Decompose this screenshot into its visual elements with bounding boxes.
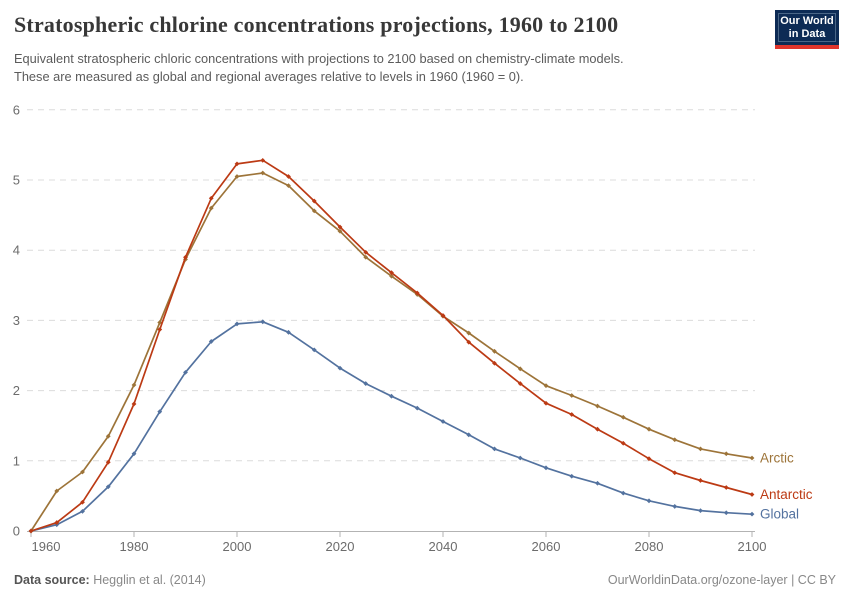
- marker-arctic-2065[interactable]: [569, 393, 575, 398]
- series-line-antarctic[interactable]: [30, 159, 753, 532]
- page-title: Stratospheric chlorine concentrations pr…: [14, 12, 619, 37]
- marker-antarctic-2020[interactable]: [337, 224, 343, 230]
- marker-arctic-2025[interactable]: [363, 254, 369, 260]
- x-tick-label-2060: 2060: [532, 539, 561, 554]
- marker-antarctic-2080[interactable]: [646, 456, 652, 462]
- y-tick-label-4: 4: [13, 243, 20, 258]
- marker-global-1990[interactable]: [183, 369, 188, 375]
- data-source-note: Data source: Hegglin et al. (2014): [14, 573, 206, 587]
- owid-logo[interactable]: Our World in Data: [775, 10, 839, 49]
- marker-global-2055[interactable]: [517, 455, 523, 461]
- series-label-arctic[interactable]: Arctic: [760, 450, 794, 465]
- marker-global-2090[interactable]: [698, 508, 703, 514]
- marker-antarctic-2005[interactable]: [260, 157, 266, 163]
- data-source-value: Hegglin et al. (2014): [89, 573, 206, 587]
- y-tick-label-3: 3: [13, 313, 20, 328]
- marker-arctic-2095[interactable]: [723, 451, 729, 457]
- marker-arctic-2070[interactable]: [595, 403, 600, 409]
- marker-arctic-2030[interactable]: [389, 273, 394, 279]
- marker-global-2080[interactable]: [646, 498, 652, 504]
- marker-arctic-2075[interactable]: [620, 414, 626, 420]
- attribution-separator: |: [787, 573, 798, 587]
- marker-arctic-2020[interactable]: [337, 228, 343, 234]
- owid-logo-inner: Our World in Data: [778, 13, 836, 42]
- marker-antarctic-2025[interactable]: [363, 249, 369, 255]
- owid-logo-box: Our World in Data: [775, 10, 839, 45]
- marker-antarctic-2015[interactable]: [311, 198, 317, 204]
- marker-global-2030[interactable]: [389, 393, 394, 399]
- marker-antarctic-1970[interactable]: [80, 499, 85, 505]
- marker-global-1995[interactable]: [208, 339, 214, 344]
- marker-antarctic-2100[interactable]: [749, 492, 755, 497]
- marker-antarctic-2035[interactable]: [414, 290, 420, 296]
- marker-arctic-1965[interactable]: [54, 488, 60, 494]
- marker-antarctic-2085[interactable]: [672, 470, 678, 476]
- marker-antarctic-2010[interactable]: [286, 174, 291, 179]
- marker-arctic-2060[interactable]: [543, 383, 549, 389]
- license-label[interactable]: CC BY: [797, 573, 836, 587]
- x-tick-label-1960: 1960: [32, 539, 61, 554]
- attribution: OurWorldinData.org/ozone-layer | CC BY: [608, 573, 836, 587]
- y-tick-label-0: 0: [13, 524, 20, 539]
- marker-global-2060[interactable]: [543, 465, 549, 471]
- marker-arctic-2000[interactable]: [234, 174, 240, 179]
- marker-antarctic-2095[interactable]: [723, 485, 729, 490]
- y-tick-label-6: 6: [13, 102, 20, 117]
- marker-global-2085[interactable]: [672, 504, 678, 509]
- marker-arctic-2090[interactable]: [698, 446, 703, 452]
- marker-antarctic-2090[interactable]: [698, 478, 703, 483]
- marker-arctic-2015[interactable]: [311, 208, 317, 214]
- owid-logo-text-line1: Our World: [780, 14, 834, 27]
- marker-arctic-2100[interactable]: [749, 455, 755, 461]
- x-tick-label-2020: 2020: [326, 539, 355, 554]
- marker-global-2065[interactable]: [569, 473, 575, 479]
- chart-subtitle: Equivalent stratospheric chloric concent…: [14, 51, 624, 84]
- x-tick-label-2040: 2040: [429, 539, 458, 554]
- owid-logo-text-line2: in Data: [788, 27, 826, 40]
- marker-global-2010[interactable]: [286, 329, 291, 335]
- owid-logo-red-stripe: [775, 45, 839, 49]
- marker-antarctic-1980[interactable]: [131, 401, 137, 407]
- marker-global-2100[interactable]: [749, 511, 755, 517]
- y-tick-label-5: 5: [13, 173, 20, 188]
- x-tick-label-2100: 2100: [738, 539, 767, 554]
- marker-global-2095[interactable]: [723, 510, 729, 516]
- data-source-label: Data source:: [14, 573, 90, 587]
- marker-arctic-2010[interactable]: [286, 183, 291, 189]
- marker-global-1975[interactable]: [105, 484, 111, 490]
- x-tick-label-2000: 2000: [223, 539, 252, 554]
- marker-global-1970[interactable]: [80, 508, 85, 514]
- marker-global-2050[interactable]: [492, 446, 497, 452]
- owid-link[interactable]: OurWorldinData.org/ozone-layer: [607, 573, 788, 587]
- marker-arctic-2055[interactable]: [517, 366, 523, 372]
- marker-arctic-2085[interactable]: [672, 437, 678, 443]
- x-tick-label-2080: 2080: [635, 539, 664, 554]
- marker-global-2040[interactable]: [440, 419, 446, 424]
- series-label-antarctic[interactable]: Antarctic: [760, 487, 813, 502]
- marker-antarctic-2075[interactable]: [620, 440, 626, 446]
- marker-global-2070[interactable]: [595, 480, 600, 486]
- marker-antarctic-2030[interactable]: [389, 270, 394, 276]
- x-tick-label-1980: 1980: [120, 539, 149, 554]
- marker-arctic-2045[interactable]: [466, 330, 472, 336]
- series-line-arctic[interactable]: [30, 172, 753, 532]
- y-tick-label-1: 1: [13, 453, 20, 468]
- marker-global-2015[interactable]: [311, 347, 317, 353]
- marker-global-2075[interactable]: [620, 490, 626, 496]
- marker-arctic-2005[interactable]: [260, 170, 266, 176]
- y-tick-label-2: 2: [13, 383, 20, 398]
- series-label-global[interactable]: Global: [760, 507, 799, 522]
